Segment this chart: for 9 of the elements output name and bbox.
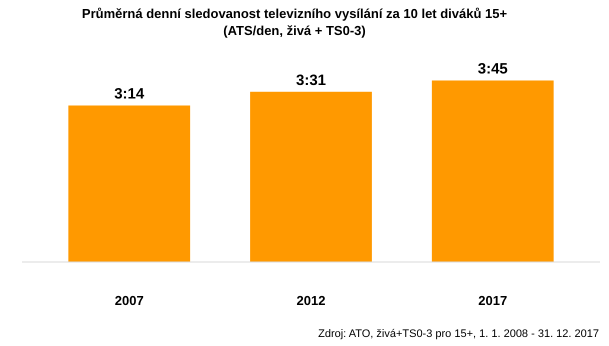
- data-label: 3:14: [114, 85, 145, 102]
- data-label: 3:45: [478, 60, 508, 78]
- x-tick-label: 2017: [478, 293, 508, 308]
- text: Zdroj: ATO, živá+TS0-3 pro 15+, 1. 1. 2008 - 31. 12. 2017: [318, 328, 599, 340]
- data-label: 3:31: [296, 72, 326, 89]
- chart-subtitle: (ATS/den, živá + TS0-3): [223, 23, 366, 38]
- x-tick-label: 2007: [114, 293, 144, 308]
- chart-title: Průměrná denní sledovanost televizního vysílání za 10 let diváků 15+: [82, 6, 508, 21]
- x-tick-label: 2012: [296, 293, 326, 308]
